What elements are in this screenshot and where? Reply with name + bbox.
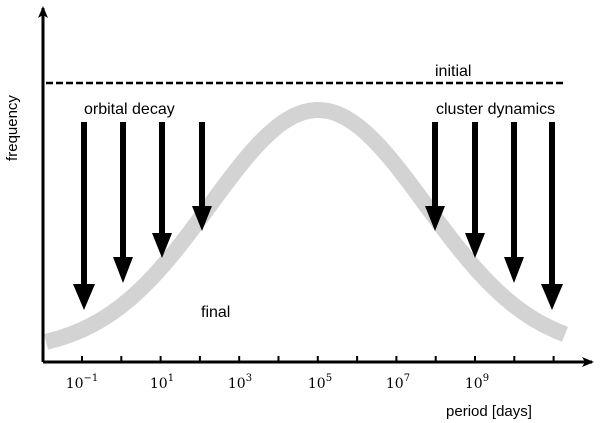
x-axis-label: period [days] <box>446 403 532 420</box>
orbital-decay-arrows <box>73 122 212 310</box>
x-tick-label: 101 <box>150 373 174 392</box>
x-tick-label: 105 <box>308 373 332 392</box>
down-arrow <box>113 122 133 283</box>
down-arrow <box>425 122 445 231</box>
cluster-dynamics-label: cluster dynamics <box>436 101 555 118</box>
x-tick-labels: 10−1 101 103 105 107 109 <box>66 373 489 392</box>
orbital-decay-label: orbital decay <box>84 101 175 118</box>
x-tick-label: 103 <box>228 373 252 392</box>
final-distribution-band <box>43 102 568 350</box>
y-axis-label: frequency <box>4 95 21 161</box>
down-arrow <box>504 122 524 283</box>
down-arrow <box>541 122 563 310</box>
down-arrow <box>465 122 485 258</box>
down-arrow <box>152 122 172 258</box>
cluster-dynamics-arrows <box>425 122 563 310</box>
initial-label: initial <box>435 63 471 80</box>
x-tick-label: 109 <box>465 373 489 392</box>
x-tick-label: 10−1 <box>66 373 99 392</box>
down-arrow <box>192 122 212 231</box>
x-tick-label: 107 <box>386 373 410 392</box>
final-label: final <box>201 304 230 321</box>
down-arrow <box>73 122 95 310</box>
x-axis-ticks <box>81 356 555 362</box>
